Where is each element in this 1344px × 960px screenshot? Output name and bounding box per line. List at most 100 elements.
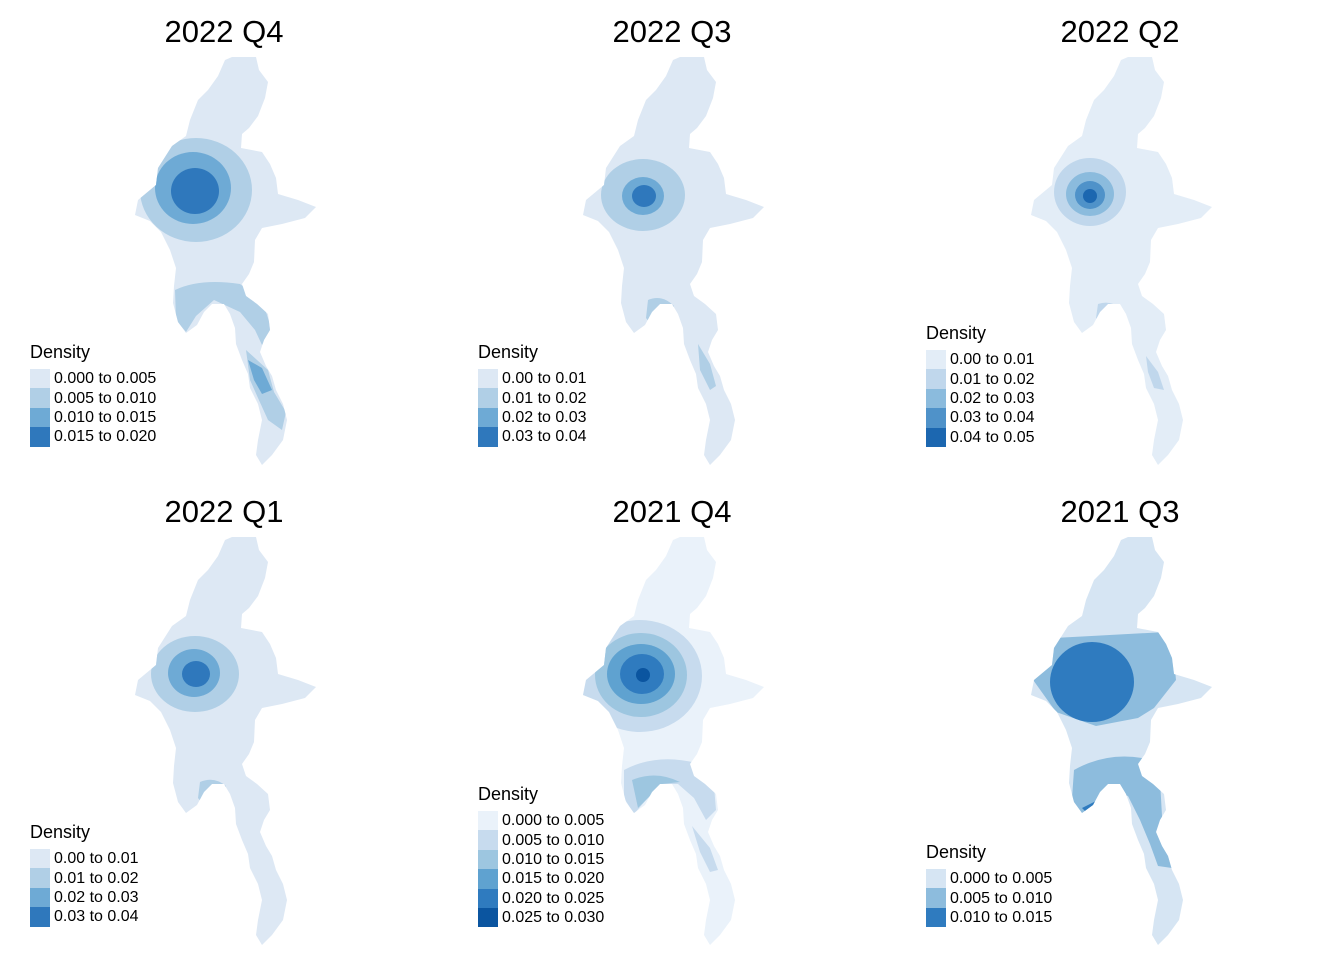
legend-swatch [478, 427, 498, 447]
legend-label: 0.03 to 0.04 [950, 409, 1035, 427]
legend-swatch [926, 888, 946, 908]
legend: Density 0.000 to 0.005 0.005 to 0.010 0.… [926, 842, 1053, 928]
legend-row: 0.00 to 0.01 [926, 350, 1035, 370]
legend-row: 0.010 to 0.015 [478, 849, 605, 870]
legend: Density 0.00 to 0.01 0.01 to 0.02 0.02 t… [30, 822, 139, 927]
legend-label: 0.005 to 0.010 [54, 389, 157, 407]
legend: Density 0.00 to 0.01 0.01 to 0.02 0.02 t… [478, 342, 587, 447]
map-panel-2022-q2: 2022 Q2 Density 0.00 to 0.01 0.01 to 0.0… [896, 0, 1344, 480]
legend-label: 0.000 to 0.005 [950, 870, 1053, 888]
legend-swatch [478, 830, 498, 850]
country-outline [1031, 57, 1212, 465]
legend-swatch [478, 907, 498, 928]
legend-label: 0.005 to 0.010 [502, 831, 605, 849]
legend-swatch [926, 350, 946, 370]
legend-swatch [30, 887, 50, 908]
legend-row: 0.000 to 0.005 [478, 811, 604, 831]
country-outline [583, 537, 764, 945]
legend-swatch [926, 388, 946, 409]
legend-row: 0.01 to 0.02 [30, 868, 139, 888]
legend-title: Density [478, 784, 539, 804]
legend-swatch [30, 369, 50, 389]
legend-row: 0.01 to 0.02 [478, 388, 587, 408]
legend-label: 0.025 to 0.030 [502, 909, 605, 927]
legend-swatch [926, 907, 946, 928]
legend-swatch [30, 868, 50, 888]
legend-row: 0.000 to 0.005 [926, 869, 1053, 889]
legend-swatch [30, 907, 50, 927]
legend-swatch [478, 869, 498, 889]
legend-title: Density [30, 342, 91, 362]
legend-row: 0.020 to 0.025 [478, 888, 604, 908]
legend-title: Density [478, 342, 539, 362]
panel-title: 2022 Q1 [164, 494, 284, 529]
legend-row: 0.00 to 0.01 [30, 849, 139, 869]
legend-label: 0.02 to 0.03 [502, 408, 587, 426]
legend-row: 0.02 to 0.03 [30, 887, 139, 908]
country-outline [1031, 537, 1212, 945]
legend-swatch [30, 388, 50, 408]
legend-label: 0.00 to 0.01 [54, 850, 139, 868]
legend-swatch [30, 407, 50, 428]
country-outline [583, 57, 764, 465]
legend-label: 0.03 to 0.04 [502, 428, 587, 446]
legend-title: Density [30, 822, 91, 842]
legend-label: 0.02 to 0.03 [54, 888, 139, 906]
density-map [135, 537, 316, 945]
legend-row: 0.03 to 0.04 [30, 907, 139, 927]
legend-row: 0.03 to 0.04 [478, 427, 587, 447]
legend-row: 0.000 to 0.005 [30, 369, 157, 389]
map-panel-2022-q1: 2022 Q1 Density 0.00 to 0.01 0.01 to 0.0… [0, 480, 448, 960]
legend-label: 0.000 to 0.005 [54, 370, 157, 388]
legend-swatch [926, 408, 946, 428]
legend-swatch [478, 849, 498, 870]
legend-label: 0.015 to 0.020 [54, 428, 157, 446]
legend-swatch [926, 427, 946, 447]
density-map [135, 57, 316, 465]
legend-swatch [478, 388, 498, 408]
legend-label: 0.01 to 0.02 [54, 869, 139, 887]
legend: Density 0.000 to 0.005 0.005 to 0.010 0.… [30, 342, 156, 447]
legend-swatch [30, 427, 50, 447]
legend-row: 0.025 to 0.030 [478, 907, 605, 928]
legend-row: 0.02 to 0.03 [478, 407, 587, 428]
legend-row: 0.03 to 0.04 [926, 408, 1035, 428]
legend-label: 0.010 to 0.015 [950, 908, 1053, 926]
country-outline [135, 57, 316, 465]
panel-title: 2022 Q3 [612, 14, 732, 49]
legend-row: 0.04 to 0.05 [926, 427, 1035, 447]
legend-row: 0.005 to 0.010 [30, 388, 157, 408]
panel-title: 2022 Q4 [164, 14, 284, 49]
legend-label: 0.010 to 0.015 [502, 850, 605, 868]
legend-label: 0.005 to 0.010 [950, 889, 1053, 907]
legend-swatch [478, 811, 498, 831]
legend-label: 0.015 to 0.020 [502, 870, 605, 888]
legend-swatch [478, 888, 498, 908]
legend-title: Density [926, 842, 987, 862]
legend-label: 0.01 to 0.02 [502, 389, 587, 407]
panel-title: 2022 Q2 [1060, 14, 1180, 49]
map-panel-2021-q4: 2021 Q4 Density 0.000 to 0.005 0.005 to … [448, 480, 896, 960]
density-map [583, 537, 764, 945]
legend-label: 0.00 to 0.01 [950, 351, 1035, 369]
legend-row: 0.015 to 0.020 [478, 869, 605, 889]
legend-row: 0.005 to 0.010 [478, 830, 605, 850]
legend-swatch [30, 849, 50, 869]
map-panel-2021-q3: 2021 Q3 Density 0.000 to 0.005 0.005 to … [896, 480, 1344, 960]
legend-row: 0.010 to 0.015 [926, 907, 1053, 928]
legend-swatch [478, 407, 498, 428]
legend-row: 0.01 to 0.02 [926, 369, 1035, 389]
legend-title: Density [926, 323, 987, 343]
legend-row: 0.015 to 0.020 [30, 427, 157, 447]
legend-label: 0.00 to 0.01 [502, 370, 587, 388]
map-panel-2022-q3: 2022 Q3 Density 0.00 to 0.01 0.01 to 0.0… [448, 0, 896, 480]
panel-title: 2021 Q4 [612, 494, 732, 529]
legend: Density 0.00 to 0.01 0.01 to 0.02 0.02 t… [926, 323, 1035, 447]
panel-title: 2021 Q3 [1060, 494, 1180, 529]
legend-row: 0.00 to 0.01 [478, 369, 587, 389]
legend-label: 0.010 to 0.015 [54, 408, 157, 426]
legend-row: 0.02 to 0.03 [926, 388, 1035, 409]
legend-row: 0.005 to 0.010 [926, 888, 1053, 908]
country-outline [135, 537, 316, 945]
legend-label: 0.02 to 0.03 [950, 389, 1035, 407]
